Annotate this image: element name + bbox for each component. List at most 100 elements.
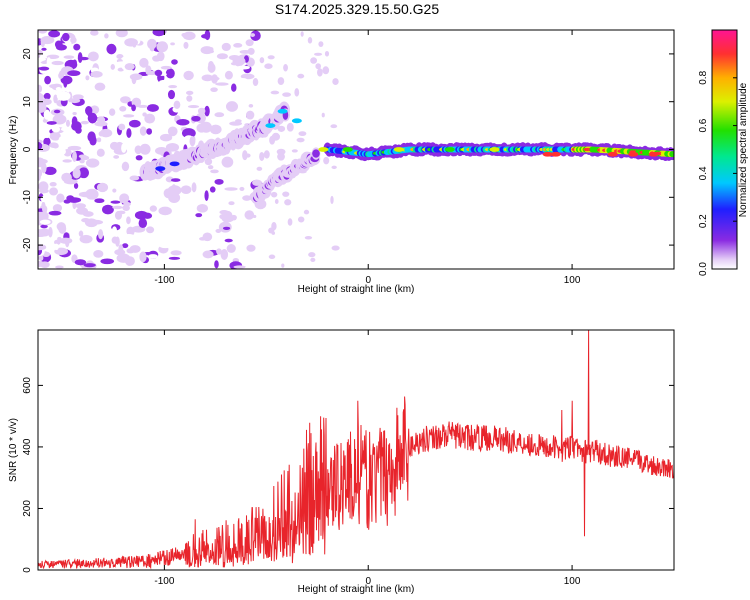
heatmap-noise-cell [298,131,307,137]
heatmap-noise-cell [277,58,281,63]
heatmap-noise-cell [264,63,273,69]
snr-x-tick-label: 0 [365,576,371,587]
heatmap-noise-cell [315,63,321,70]
heatmap-noise-cell [87,51,99,62]
heatmap-noise-cell [149,41,155,52]
heatmap-noise-cell [176,118,190,126]
heatmap-noise-cell [233,43,243,48]
heatmap-noise-cell [111,236,119,244]
heatmap-noise-cell [183,41,189,49]
heatmap-noise-cell [173,100,181,110]
heatmap-noise-cell [167,126,178,137]
heatmap-noise-cell [250,33,256,38]
heatmap-noise-cell [312,264,321,269]
heatmap-noise-cell [38,254,44,261]
heatmap-y-tick-label: 20 [22,48,33,60]
heatmap-noise-cell [144,113,156,124]
heatmap-noise-cell [200,121,209,125]
heatmap-noise-cell [38,51,41,59]
heatmap-noise-cell [72,167,81,179]
heatmap-noise-cell [159,133,173,142]
heatmap-noise-cell [64,138,75,145]
heatmap-noise-cell [204,105,210,117]
heatmap-hotspot [265,123,276,128]
heatmap-noise-cell [216,53,228,60]
heatmap-noise-cell [135,155,143,161]
heatmap-noise-cell [250,30,261,41]
heatmap-noise-cell [249,147,253,156]
heatmap-noise-cell [187,105,200,109]
heatmap-noise-cell [38,56,46,62]
heatmap-noise-cell [121,243,129,249]
heatmap-noise-cell [215,228,222,234]
heatmap-ridge-core [312,149,320,158]
heatmap-noise-cell [246,210,254,219]
heatmap-noise-cell [99,94,105,100]
heatmap-noise-cell [277,152,285,161]
heatmap-noise-cell [197,107,206,115]
heatmap-noise-cell [271,221,277,231]
heatmap-noise-cell [165,142,180,152]
heatmap-noise-cell [288,74,293,82]
heatmap-noise-cell [159,79,171,84]
heatmap-hotspot [342,147,353,152]
heatmap-noise-cell [226,244,236,253]
heatmap-noise-cell [124,63,135,71]
heatmap-noise-cell [94,121,108,127]
heatmap-noise-cell [139,251,147,263]
heatmap-noise-cell [116,61,128,65]
heatmap-noise-cell [224,238,233,243]
heatmap-noise-cell [142,112,147,117]
heatmap-noise-cell [146,226,155,234]
heatmap-noise-cell [38,181,49,192]
heatmap-noise-cell [186,95,193,102]
heatmap-noise-cell [96,116,106,124]
heatmap-y-tick-label: -20 [22,237,33,252]
heatmap-noise-cell [58,148,66,155]
heatmap-noise-cell [282,92,292,97]
heatmap-noise-cell [268,254,276,260]
heatmap-noise-cell [49,142,59,148]
heatmap-noise-cell [165,68,175,79]
heatmap-noise-cell [115,30,128,38]
heatmap-noise-cell [138,218,148,229]
heatmap-noise-cell [48,30,61,38]
heatmap-noise-cell [212,92,219,104]
snr-series-line [38,330,674,570]
heatmap-hotspot [393,147,404,152]
heatmap-noise-cell [307,37,313,44]
heatmap-noise-cell [38,244,47,251]
snr-y-tick-label: 600 [22,377,33,394]
heatmap-noise-cell [283,64,288,72]
heatmap-noise-cell [267,55,275,60]
heatmap-noise-cell [274,199,279,205]
heatmap-noise-cell [210,87,218,93]
heatmap-y-axis-label: Frequency (Hz) [8,116,19,185]
heatmap-noise-cell [277,95,284,104]
snr-y-tick-label: 0 [22,567,33,573]
heatmap-noise-cell [196,204,209,213]
heatmap-noise-cell [185,197,197,209]
heatmap-noise-cell [142,212,153,219]
heatmap-noise-cell [232,56,246,66]
heatmap-noise-cell [39,236,45,242]
heatmap-noise-cell [38,168,43,178]
heatmap-noise-cell [59,237,73,244]
heatmap-noise-cell [121,143,127,153]
heatmap-hotspot [542,151,553,157]
snr-axes: -100 0 100 0 200 400 600 [22,330,674,587]
heatmap-noise-cell [208,60,214,69]
heatmap-noise-cell [257,229,263,235]
heatmap-noise-cell [256,166,263,171]
heatmap-noise-cell [49,182,57,187]
heatmap-noise-cell [202,250,214,259]
heatmap-noise-cell [262,211,266,216]
heatmap-noise-cell [248,103,254,108]
heatmap-noise-cell [317,68,323,77]
heatmap-noise-cell [120,96,131,104]
heatmap-x-tick-label: -100 [154,275,174,286]
heatmap-noise-cell [122,204,130,211]
heatmap-noise-cell [225,101,239,112]
